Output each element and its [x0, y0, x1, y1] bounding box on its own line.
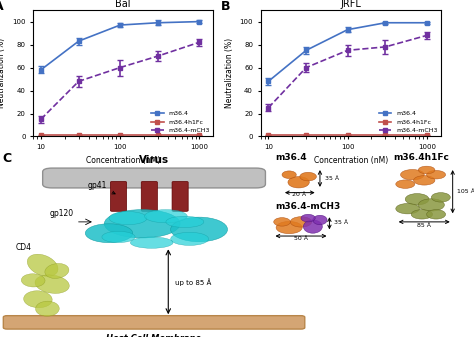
- Ellipse shape: [35, 301, 60, 316]
- X-axis label: Concentration (nM): Concentration (nM): [86, 156, 160, 165]
- Ellipse shape: [396, 204, 419, 214]
- Ellipse shape: [24, 291, 52, 308]
- Ellipse shape: [411, 210, 433, 219]
- Ellipse shape: [28, 254, 57, 277]
- Ellipse shape: [288, 177, 309, 188]
- Text: Host Cell Membrane: Host Cell Membrane: [107, 334, 201, 337]
- Title: Bal: Bal: [116, 0, 131, 9]
- Ellipse shape: [431, 193, 450, 202]
- Ellipse shape: [401, 170, 424, 180]
- Ellipse shape: [104, 210, 180, 238]
- Legend: m36.4, m36.4h1Fc, m36.4-mCH3: m36.4, m36.4h1Fc, m36.4-mCH3: [379, 111, 438, 133]
- Text: 35 Å: 35 Å: [334, 220, 348, 225]
- Ellipse shape: [171, 232, 209, 245]
- Text: m36.4-mCH3: m36.4-mCH3: [275, 202, 340, 211]
- Ellipse shape: [413, 176, 435, 185]
- FancyBboxPatch shape: [3, 316, 305, 329]
- Ellipse shape: [102, 231, 135, 243]
- Text: 85 Å: 85 Å: [417, 223, 431, 227]
- Title: JRFL: JRFL: [340, 0, 361, 9]
- Legend: m36.4, m36.4h1Fc, m36.4-mCH3: m36.4, m36.4h1Fc, m36.4-mCH3: [151, 111, 210, 133]
- Ellipse shape: [274, 218, 290, 226]
- Ellipse shape: [313, 215, 327, 225]
- FancyBboxPatch shape: [172, 182, 188, 211]
- Text: gp41: gp41: [88, 181, 115, 194]
- Y-axis label: Neutralization (%): Neutralization (%): [0, 38, 7, 109]
- Text: 50 Å: 50 Å: [294, 236, 308, 241]
- Ellipse shape: [45, 264, 69, 278]
- Ellipse shape: [427, 210, 446, 219]
- Text: A: A: [0, 0, 3, 13]
- Ellipse shape: [396, 180, 415, 188]
- Ellipse shape: [130, 237, 173, 248]
- Text: gp120: gp120: [49, 209, 73, 218]
- Ellipse shape: [85, 224, 133, 243]
- Text: 20 Å: 20 Å: [292, 192, 306, 197]
- Ellipse shape: [109, 212, 147, 225]
- Ellipse shape: [301, 214, 315, 222]
- FancyBboxPatch shape: [141, 182, 157, 211]
- Ellipse shape: [21, 274, 45, 287]
- FancyBboxPatch shape: [43, 168, 265, 188]
- Text: C: C: [2, 152, 11, 165]
- Ellipse shape: [405, 193, 429, 205]
- Ellipse shape: [418, 199, 445, 211]
- Text: 105 Å: 105 Å: [457, 189, 474, 194]
- FancyBboxPatch shape: [110, 182, 127, 211]
- Text: 35 Å: 35 Å: [325, 176, 339, 181]
- Ellipse shape: [166, 216, 204, 227]
- Ellipse shape: [300, 172, 317, 181]
- Text: B: B: [221, 0, 230, 13]
- Ellipse shape: [427, 171, 446, 179]
- Text: m36.4h1Fc: m36.4h1Fc: [393, 153, 449, 162]
- Ellipse shape: [171, 217, 228, 242]
- Text: CD4: CD4: [16, 243, 32, 252]
- Ellipse shape: [418, 166, 435, 174]
- Ellipse shape: [282, 171, 296, 179]
- Y-axis label: Neutralization (%): Neutralization (%): [225, 38, 234, 109]
- Text: m36.4: m36.4: [275, 153, 307, 162]
- Ellipse shape: [290, 217, 312, 227]
- Text: up to 85 Å: up to 85 Å: [175, 278, 212, 286]
- Ellipse shape: [35, 275, 70, 293]
- Text: Virus: Virus: [139, 155, 169, 165]
- Ellipse shape: [276, 221, 302, 234]
- Ellipse shape: [145, 210, 187, 223]
- Ellipse shape: [303, 220, 322, 233]
- X-axis label: Concentration (nM): Concentration (nM): [314, 156, 388, 165]
